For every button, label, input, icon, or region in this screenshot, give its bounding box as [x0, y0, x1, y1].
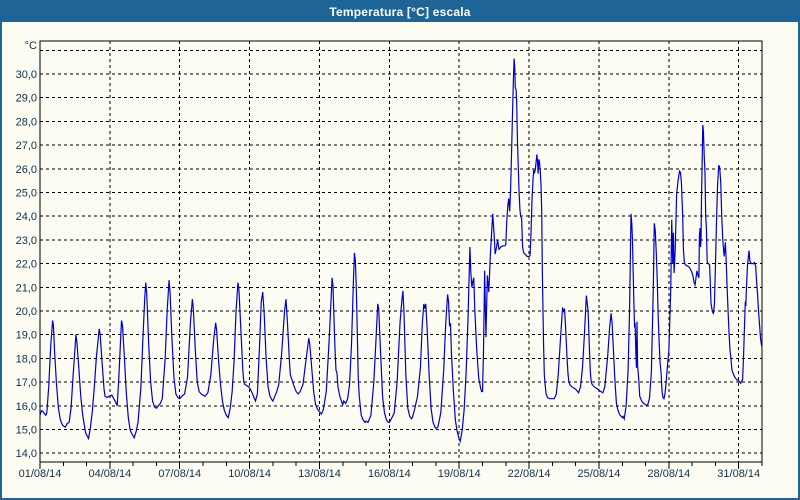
y-axis-tick-label: 19,0	[16, 330, 37, 342]
y-axis-tick-label: 28,0	[16, 116, 37, 128]
y-axis-tick-label: 17,0	[16, 377, 37, 389]
chart-area: 30,0 29,0 28,0 27,0 26,0 25,0 24,0 23,0 22,0 21,0…	[2, 22, 798, 498]
y-axis-tick-label: 16,0	[16, 401, 37, 413]
x-axis-tick-label: 10/08/14	[228, 468, 271, 480]
x-axis-tick-label: 22/08/14	[508, 468, 551, 480]
x-axis-tick-label: 25/08/14	[578, 468, 621, 480]
y-axis-tick-label: 24,0	[16, 211, 37, 223]
y-axis-tick-label: 22,0	[16, 259, 37, 271]
y-axis-tick-label: 18,0	[16, 353, 37, 365]
x-axis-tick-label: 07/08/14	[158, 468, 201, 480]
temperature-line-chart: 30,0 29,0 28,0 27,0 26,0 25,0 24,0 23,0 22,0 21,0…	[16, 40, 763, 480]
y-axis-tick-label: 14,0	[16, 448, 37, 460]
y-axis-tick-label: 15,0	[16, 425, 37, 437]
y-axis-tick-label: 29,0	[16, 93, 37, 105]
y-axis-tick-label: 20,0	[16, 306, 37, 318]
x-axis-tick-label: 04/08/14	[88, 468, 131, 480]
y-axis-tick-label: 25,0	[16, 188, 37, 200]
chart-title: Temperatura [°C] escala	[329, 5, 471, 19]
y-axis-tick-label: 26,0	[16, 164, 37, 176]
y-axis-tick-label: 30,0	[16, 69, 37, 81]
title-bar[interactable]: Temperatura [°C] escala	[2, 2, 798, 22]
y-axis-tick-label: 21,0	[16, 282, 37, 294]
x-axis-tick-label: 28/08/14	[647, 468, 690, 480]
plot-frame	[39, 40, 763, 463]
x-axis-tick-label: 16/08/14	[368, 468, 411, 480]
x-axis-tick-label: 01/08/14	[19, 468, 62, 480]
y-axis-unit-label: °C	[25, 40, 37, 52]
y-axis-tick-label: 27,0	[16, 140, 37, 152]
x-axis-tick-label: 19/08/14	[438, 468, 481, 480]
y-axis-tick-label: 23,0	[16, 235, 37, 247]
x-axis-tick-label: 31/08/14	[717, 468, 760, 480]
temperature-series-line	[39, 58, 763, 444]
x-axis-tick-label: 13/08/14	[298, 468, 341, 480]
